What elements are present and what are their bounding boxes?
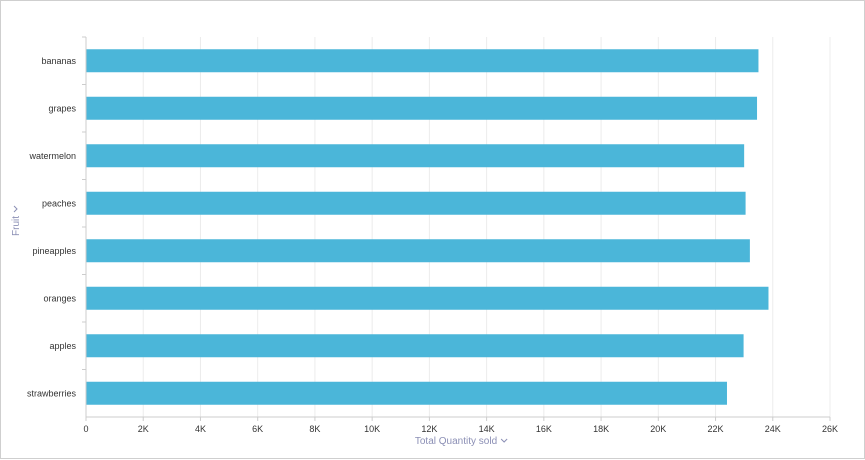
x-tick-label: 22K xyxy=(708,424,724,434)
y-category-label: oranges xyxy=(43,293,76,303)
x-tick-label: 10K xyxy=(364,424,380,434)
bar-apples[interactable] xyxy=(86,334,744,358)
y-category-label: apples xyxy=(49,341,76,351)
x-tick-label: 6K xyxy=(252,424,263,434)
x-tick-label: 24K xyxy=(765,424,781,434)
y-category-label: bananas xyxy=(41,56,76,66)
x-tick-label: 0 xyxy=(83,424,88,434)
x-tick-label: 20K xyxy=(650,424,666,434)
chevron-down-icon[interactable] xyxy=(13,205,18,213)
bar-peaches[interactable] xyxy=(86,191,746,215)
chevron-down-icon[interactable] xyxy=(500,438,508,443)
x-axis-title[interactable]: Total Quantity sold xyxy=(415,436,497,447)
x-tick-label: 4K xyxy=(195,424,206,434)
bar-watermelon[interactable] xyxy=(86,144,745,168)
bar-bananas[interactable] xyxy=(86,49,759,73)
x-axis-ticks: 0 2K 4K 6K 8K 10K 12K 14K 16K 18K 20K 22K 24K 26K xyxy=(83,417,838,434)
bar-oranges[interactable] xyxy=(86,286,769,310)
x-tick-label: 2K xyxy=(138,424,149,434)
x-tick-label: 14K xyxy=(479,424,495,434)
y-axis-title[interactable]: Fruit xyxy=(11,216,22,236)
gridlines xyxy=(85,37,831,417)
x-tick-label: 12K xyxy=(421,424,437,434)
bar-grapes[interactable] xyxy=(86,96,758,120)
y-category-label: peaches xyxy=(42,198,77,208)
y-category-label: strawberries xyxy=(27,388,77,398)
bars xyxy=(86,49,769,405)
x-axis-title-group[interactable]: Total Quantity sold xyxy=(415,436,508,447)
x-tick-label: 8K xyxy=(309,424,320,434)
y-category-label: watermelon xyxy=(28,151,76,161)
x-tick-label: 18K xyxy=(593,424,609,434)
y-category-label: grapes xyxy=(48,103,76,113)
bar-pineapples[interactable] xyxy=(86,239,750,263)
x-tick-label: 16K xyxy=(536,424,552,434)
y-category-label: pineapples xyxy=(32,246,76,256)
y-axis-labels: bananas grapes watermelon peaches pineapples… xyxy=(27,36,86,398)
bar-strawberries[interactable] xyxy=(86,381,727,405)
x-tick-label: 26K xyxy=(822,424,838,434)
y-axis-title-group[interactable]: Fruit xyxy=(11,205,22,236)
